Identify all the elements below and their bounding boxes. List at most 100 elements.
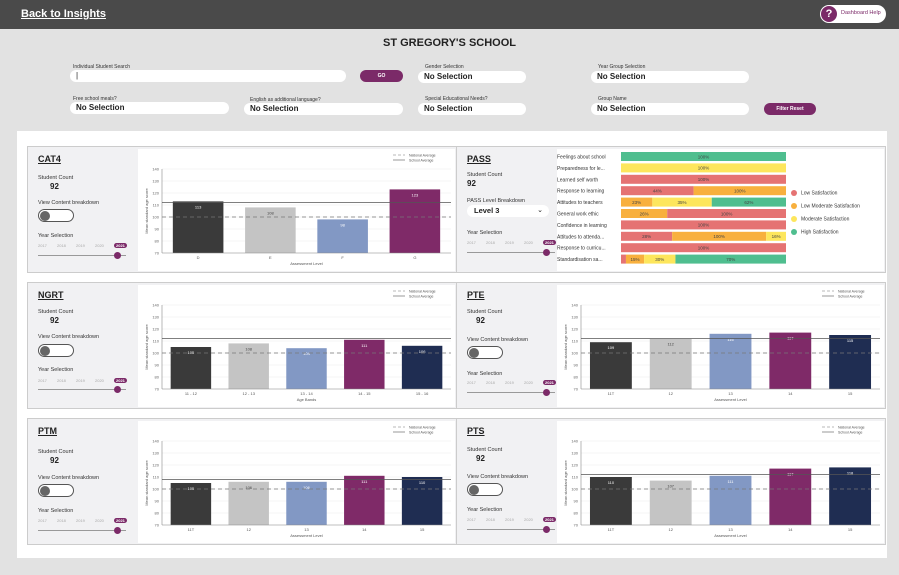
filter-reset-button[interactable]: Filter Reset: [764, 103, 816, 115]
pass-row-label: Response to learning: [557, 189, 604, 195]
year-slider-track[interactable]: [38, 255, 126, 256]
fsm-select[interactable]: No Selection: [70, 102, 229, 114]
pass-row-label: Standardisation sa...: [557, 257, 603, 263]
content-breakdown-toggle[interactable]: [38, 484, 74, 497]
year-option-2018[interactable]: 2018: [486, 380, 495, 385]
y-tick-label: 130: [152, 451, 159, 456]
year-option-2017[interactable]: 2017: [38, 243, 47, 248]
legend-low-moderate-satisfaction: Low Moderate Satisfaction: [791, 203, 860, 209]
x-tick-label: 14: [788, 391, 793, 396]
pass-level-select[interactable]: Level 3 ⌄: [467, 205, 549, 217]
gender-select[interactable]: No Selection: [418, 71, 526, 83]
year-option-2020[interactable]: 2020: [95, 243, 104, 248]
year-selection-label: Year Selection: [38, 233, 74, 239]
pass-segment-label: 62%: [744, 200, 753, 205]
search-label: Individual Student Search: [73, 64, 130, 70]
year-option-2020[interactable]: 2020: [95, 378, 104, 383]
y-tick-label: 140: [152, 439, 159, 444]
year-option-2019[interactable]: 2019: [76, 378, 85, 383]
cat4-title[interactable]: CAT4: [38, 154, 61, 164]
year-option-2020[interactable]: 2020: [524, 240, 533, 245]
y-tick-label: 140: [152, 303, 159, 308]
sen-select[interactable]: No Selection: [418, 103, 526, 115]
pass-row-label: General work ethic: [557, 212, 599, 218]
year-selection-label: Year Selection: [467, 230, 503, 236]
pass-title[interactable]: PASS: [467, 154, 491, 164]
eal-label: English as additional language?: [250, 97, 321, 103]
year-option-2017[interactable]: 2017: [467, 240, 476, 245]
data-label: 111: [361, 479, 368, 484]
year-slider-handle[interactable]: [543, 389, 550, 396]
year-slider-track[interactable]: [467, 392, 555, 393]
x-axis-label: Assessment Level: [290, 533, 323, 538]
ngrt-title[interactable]: NGRT: [38, 290, 64, 300]
year-slider-handle[interactable]: [543, 526, 550, 533]
year-option-2017[interactable]: 2017: [38, 378, 47, 383]
x-tick-label: 11T: [188, 527, 195, 532]
year-slider-handle[interactable]: [114, 527, 121, 534]
year-option-2021[interactable]: 2021: [543, 517, 556, 522]
year-option-2021[interactable]: 2021: [543, 240, 556, 245]
year-option-2017[interactable]: 2017: [467, 380, 476, 385]
y-tick-label: 90: [155, 227, 160, 232]
year-option-2021[interactable]: 2021: [543, 380, 556, 385]
year-option-2020[interactable]: 2020: [524, 380, 533, 385]
pass-segment-low: [621, 231, 673, 241]
pass-segment-label: 100%: [698, 154, 710, 159]
ptm-title[interactable]: PTM: [38, 426, 57, 436]
year-group-label: Year Group Selection: [598, 64, 646, 70]
year-option-2020[interactable]: 2020: [95, 518, 104, 523]
student-count-label: Student Count: [467, 172, 503, 178]
year-option-2021[interactable]: 2021: [114, 378, 127, 383]
group-name-select[interactable]: No Selection: [591, 103, 749, 115]
content-breakdown-toggle[interactable]: [467, 346, 503, 359]
year-group-select[interactable]: No Selection: [591, 71, 749, 83]
dashboard-help-button[interactable]: ? Dashboard Help: [820, 5, 886, 23]
y-tick-label: 100: [152, 487, 159, 492]
year-slider-track[interactable]: [38, 530, 126, 531]
legend-school-label: School Average: [409, 295, 434, 299]
year-slider-handle[interactable]: [114, 252, 121, 259]
pass-segment-moderate: [621, 163, 786, 173]
year-option-2017[interactable]: 2017: [467, 517, 476, 522]
year-option-2018[interactable]: 2018: [57, 378, 66, 383]
pts-title[interactable]: PTS: [467, 426, 485, 436]
year-option-2018[interactable]: 2018: [486, 240, 495, 245]
content-breakdown-toggle[interactable]: [467, 483, 503, 496]
pass-segment-high: [621, 152, 786, 161]
pass-row-label: Feelings about school: [557, 155, 606, 161]
x-tick-label: 12: [668, 527, 673, 532]
student-search-input[interactable]: |: [70, 70, 346, 82]
legend-low-satisfaction: Low Satisfaction: [791, 190, 837, 196]
content-breakdown-toggle[interactable]: [38, 209, 74, 222]
eal-select[interactable]: No Selection: [244, 103, 403, 115]
year-slider-track[interactable]: [467, 252, 555, 253]
year-slider-track[interactable]: [467, 529, 555, 530]
content-breakdown-toggle[interactable]: [38, 344, 74, 357]
go-button[interactable]: GO: [360, 70, 403, 82]
year-option-2018[interactable]: 2018: [57, 518, 66, 523]
year-option-2021[interactable]: 2021: [114, 518, 127, 523]
year-slider-track[interactable]: [38, 389, 126, 390]
year-option-2021[interactable]: 2021: [114, 243, 127, 248]
year-option-2019[interactable]: 2019: [76, 518, 85, 523]
year-option-2019[interactable]: 2019: [505, 240, 514, 245]
content-breakdown-label: View Content breakdown: [38, 200, 100, 206]
data-label: 106: [303, 485, 310, 490]
year-option-2019[interactable]: 2019: [76, 243, 85, 248]
year-option-2019[interactable]: 2019: [505, 380, 514, 385]
legend-school-label: School Average: [409, 431, 434, 435]
pte-title[interactable]: PTE: [467, 290, 485, 300]
year-option-2018[interactable]: 2018: [486, 517, 495, 522]
year-slider-handle[interactable]: [543, 249, 550, 256]
year-option-2018[interactable]: 2018: [57, 243, 66, 248]
data-label: 112: [668, 342, 675, 347]
year-slider-handle[interactable]: [114, 386, 121, 393]
y-tick-label: 120: [152, 463, 159, 468]
year-option-2019[interactable]: 2019: [505, 517, 514, 522]
bar-11T: [170, 483, 212, 525]
y-tick-label: 110: [153, 475, 160, 480]
back-to-insights-link[interactable]: Back to Insights: [21, 8, 106, 20]
year-option-2017[interactable]: 2017: [38, 518, 47, 523]
year-option-2020[interactable]: 2020: [524, 517, 533, 522]
